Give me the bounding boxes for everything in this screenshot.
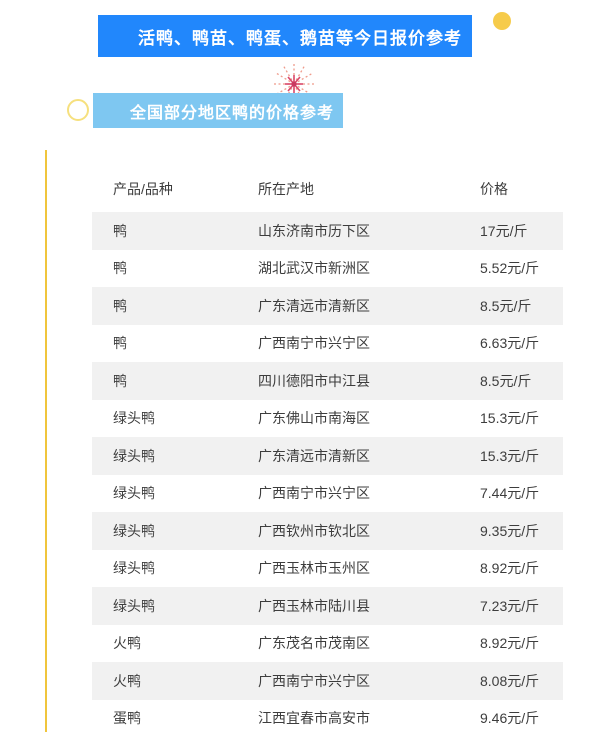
price-cell: 6.63元/斤 [480,333,563,353]
price-cell: 7.23元/斤 [480,596,563,616]
column-header-origin: 所在产地 [258,179,480,199]
ring-icon [67,99,89,121]
price-cell: 9.35元/斤 [480,521,563,541]
price-cell: 9.46元/斤 [480,708,563,728]
price-cell: 8.5元/斤 [480,296,563,316]
price-cell: 8.08元/斤 [480,671,563,691]
main-title-banner: 活鸭、鸭苗、鸭蛋、鹅苗等今日报价参考 [98,15,472,57]
column-header-product: 产品/品种 [92,179,258,199]
product-cell: 绿头鸭 [92,596,258,616]
product-cell: 火鸭 [92,671,258,691]
product-cell: 绿头鸭 [92,408,258,428]
price-cell: 8.5元/斤 [480,371,563,391]
origin-cell: 广东清远市清新区 [258,296,480,316]
origin-cell: 四川德阳市中江县 [258,371,480,391]
price-cell: 7.44元/斤 [480,483,563,503]
origin-cell: 广西玉林市陆川县 [258,596,480,616]
product-cell: 鸭 [92,258,258,278]
product-cell: 鸭 [92,296,258,316]
price-cell: 15.3元/斤 [480,446,563,466]
origin-cell: 广西南宁市兴宁区 [258,671,480,691]
product-cell: 绿头鸭 [92,446,258,466]
page-title: 活鸭、鸭苗、鸭蛋、鹅苗等今日报价参考 [138,24,462,49]
price-cell: 8.92元/斤 [480,558,563,578]
origin-cell: 广西南宁市兴宁区 [258,483,480,503]
price-cell: 17元/斤 [480,221,563,241]
origin-cell: 湖北武汉市新洲区 [258,258,480,278]
table-header-row: 产品/品种 所在产地 价格 [92,165,563,212]
origin-cell: 广东茂名市茂南区 [258,633,480,653]
origin-cell: 广东佛山市南海区 [258,408,480,428]
origin-cell: 广西钦州市钦北区 [258,521,480,541]
product-cell: 鸭 [92,333,258,353]
section-title: 全国部分地区鸭的价格参考 [130,99,334,123]
column-header-price: 价格 [480,179,563,199]
origin-cell: 广西南宁市兴宁区 [258,333,480,353]
origin-cell: 山东济南市历下区 [258,221,480,241]
product-cell: 绿头鸭 [92,558,258,578]
section-title-banner: 全国部分地区鸭的价格参考 [93,93,343,128]
product-cell: 绿头鸭 [92,483,258,503]
dot-icon [493,12,511,30]
accent-line [45,150,47,732]
price-cell: 15.3元/斤 [480,408,563,428]
product-cell: 蛋鸭 [92,708,258,728]
origin-cell: 江西宜春市高安市 [258,708,480,728]
product-cell: 鸭 [92,371,258,391]
product-cell: 火鸭 [92,633,258,653]
origin-cell: 广东清远市清新区 [258,446,480,466]
product-cell: 鸭 [92,221,258,241]
price-cell: 8.92元/斤 [480,633,563,653]
product-cell: 绿头鸭 [92,521,258,541]
price-cell: 5.52元/斤 [480,258,563,278]
origin-cell: 广西玉林市玉州区 [258,558,480,578]
